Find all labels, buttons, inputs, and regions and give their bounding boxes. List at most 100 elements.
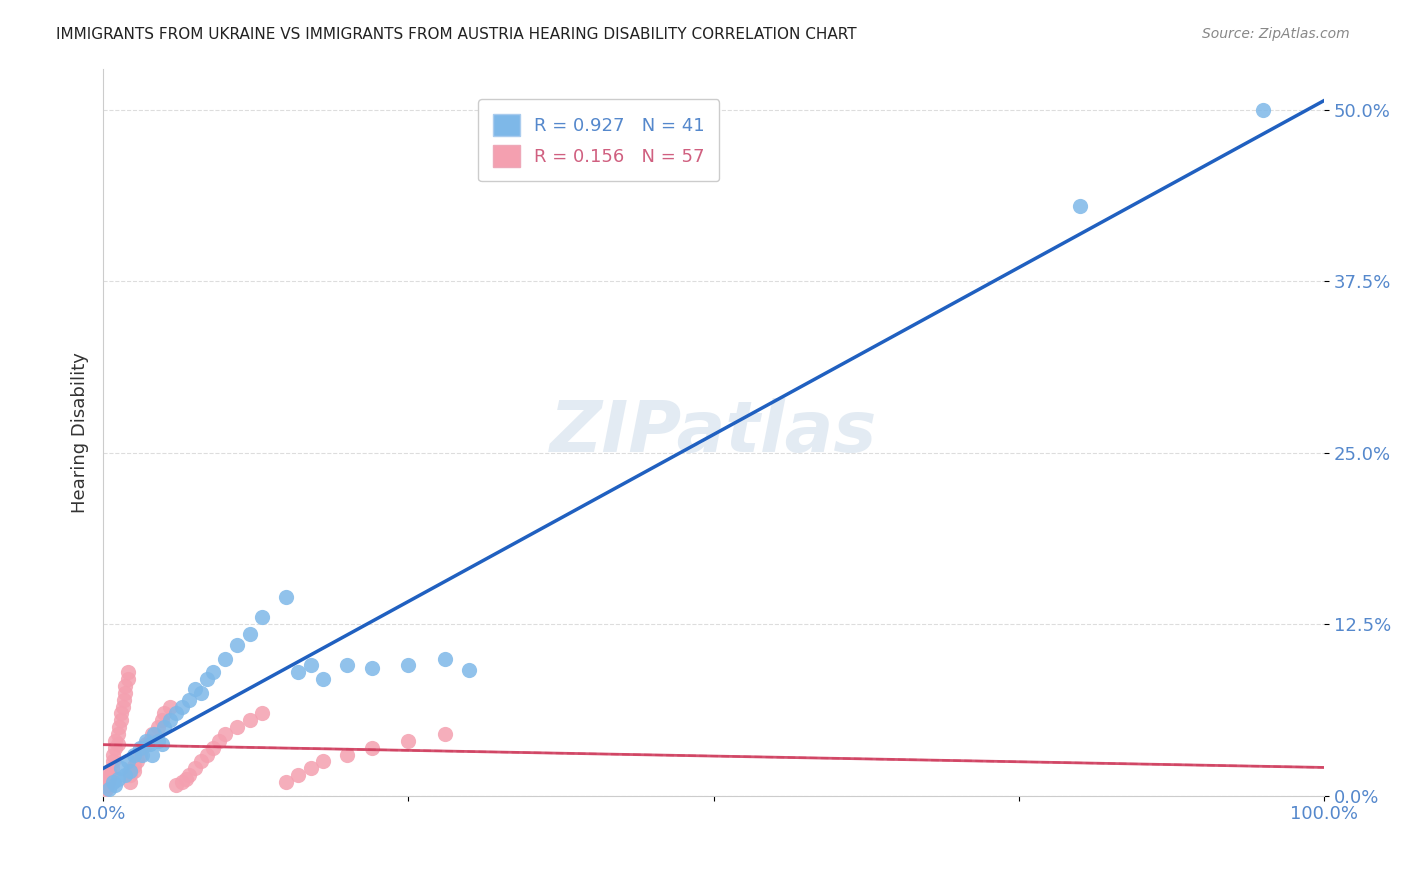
Point xyxy=(312,672,335,686)
Point xyxy=(360,661,382,675)
Point xyxy=(117,755,139,769)
Point xyxy=(104,734,127,748)
Point xyxy=(122,747,145,762)
Point xyxy=(138,737,160,751)
Point xyxy=(239,713,262,727)
Point xyxy=(299,761,322,775)
Point xyxy=(360,740,382,755)
Point xyxy=(396,734,419,748)
Point xyxy=(114,679,136,693)
Point xyxy=(107,772,129,787)
Point xyxy=(201,740,224,755)
Point xyxy=(114,768,136,782)
Text: IMMIGRANTS FROM UKRAINE VS IMMIGRANTS FROM AUSTRIA HEARING DISABILITY CORRELATIO: IMMIGRANTS FROM UKRAINE VS IMMIGRANTS FR… xyxy=(56,27,856,42)
Point xyxy=(131,747,153,762)
Point xyxy=(118,764,141,778)
Point xyxy=(458,663,481,677)
Point xyxy=(100,768,122,782)
Point xyxy=(165,778,187,792)
Point xyxy=(100,761,122,775)
Point xyxy=(174,772,197,787)
Y-axis label: Hearing Disability: Hearing Disability xyxy=(72,351,89,513)
Point xyxy=(287,768,309,782)
Point xyxy=(141,747,163,762)
Point xyxy=(101,747,124,762)
Point xyxy=(165,706,187,721)
Point xyxy=(336,747,359,762)
Point xyxy=(146,720,169,734)
Point xyxy=(135,737,157,751)
Legend: R = 0.927   N = 41, R = 0.156   N = 57: R = 0.927 N = 41, R = 0.156 N = 57 xyxy=(478,99,720,181)
Point xyxy=(239,627,262,641)
Point xyxy=(110,713,132,727)
Point xyxy=(118,775,141,789)
Point xyxy=(276,590,298,604)
Point xyxy=(177,768,200,782)
Point xyxy=(135,734,157,748)
Point xyxy=(190,755,212,769)
Point xyxy=(1069,199,1091,213)
Point xyxy=(101,755,124,769)
Point xyxy=(396,658,419,673)
Point xyxy=(208,734,231,748)
Point xyxy=(138,734,160,748)
Point xyxy=(336,658,359,673)
Point xyxy=(177,692,200,706)
Point xyxy=(111,699,134,714)
Point xyxy=(195,672,218,686)
Point xyxy=(172,699,194,714)
Point xyxy=(110,706,132,721)
Point xyxy=(112,692,135,706)
Point xyxy=(433,727,456,741)
Point xyxy=(287,665,309,680)
Point xyxy=(299,658,322,673)
Point xyxy=(104,740,127,755)
Point xyxy=(98,772,121,787)
Point xyxy=(101,775,124,789)
Text: ZIPatlas: ZIPatlas xyxy=(550,398,877,467)
Point xyxy=(226,638,249,652)
Point xyxy=(214,651,236,665)
Point xyxy=(226,720,249,734)
Point xyxy=(97,775,120,789)
Point xyxy=(159,713,181,727)
Point xyxy=(250,706,273,721)
Point xyxy=(312,755,335,769)
Point xyxy=(128,747,150,762)
Point xyxy=(250,610,273,624)
Point xyxy=(108,720,131,734)
Point xyxy=(190,686,212,700)
Point xyxy=(195,747,218,762)
Point xyxy=(127,755,149,769)
Point xyxy=(183,761,205,775)
Point xyxy=(159,699,181,714)
Point xyxy=(276,775,298,789)
Point xyxy=(141,727,163,741)
Point xyxy=(107,727,129,741)
Point xyxy=(104,778,127,792)
Point xyxy=(98,781,121,796)
Point xyxy=(146,734,169,748)
Point xyxy=(98,764,121,778)
Point xyxy=(128,740,150,755)
Point xyxy=(122,764,145,778)
Point xyxy=(153,720,176,734)
Point xyxy=(214,727,236,741)
Point xyxy=(183,681,205,696)
Point xyxy=(118,768,141,782)
Point xyxy=(114,686,136,700)
Point xyxy=(94,781,117,796)
Point xyxy=(143,727,166,741)
Point xyxy=(1251,103,1274,117)
Point xyxy=(96,778,118,792)
Point xyxy=(131,740,153,755)
Point xyxy=(201,665,224,680)
Point xyxy=(150,737,173,751)
Point xyxy=(433,651,456,665)
Point xyxy=(122,758,145,772)
Point xyxy=(110,761,132,775)
Point xyxy=(107,737,129,751)
Point xyxy=(172,775,194,789)
Point xyxy=(117,665,139,680)
Point xyxy=(153,706,176,721)
